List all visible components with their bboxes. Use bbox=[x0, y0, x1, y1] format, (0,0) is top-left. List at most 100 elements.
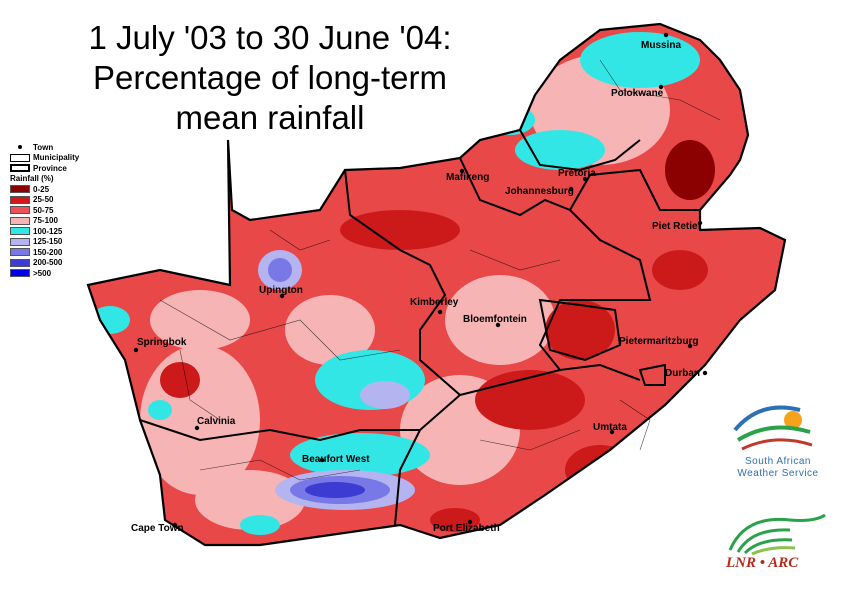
svg-text:Calvinia: Calvinia bbox=[197, 416, 236, 427]
saws-line-2: Weather Service bbox=[737, 468, 819, 479]
legend-swatch bbox=[10, 269, 30, 278]
title-line-2: Percentage of long-term bbox=[92, 59, 448, 96]
area-25-50-northern-cape bbox=[340, 210, 460, 250]
municipality-line-5 bbox=[479, 429, 581, 451]
border-lesotho bbox=[538, 298, 622, 362]
border-mpumalanga bbox=[569, 168, 700, 211]
border-swaziland bbox=[638, 363, 666, 386]
town-polokwane: Polokwane bbox=[611, 84, 664, 99]
legend-class-2: 50-75 bbox=[10, 205, 79, 216]
town-pretoria: Pretoria bbox=[558, 168, 596, 182]
svg-text:Pretoria: Pretoria bbox=[558, 168, 596, 179]
legend-class-label: 150-200 bbox=[33, 247, 63, 257]
legend-class-8: >500 bbox=[10, 268, 79, 279]
legend-municipality: Municipality bbox=[10, 153, 79, 164]
arc-logo bbox=[728, 513, 826, 556]
legend-class-label: 100-125 bbox=[33, 226, 63, 236]
svg-text:Johannesburg: Johannesburg bbox=[505, 186, 574, 197]
town-calvinia: Calvinia bbox=[194, 416, 236, 431]
municipality-line-2 bbox=[199, 459, 361, 481]
area-75-100-free-state bbox=[445, 275, 555, 365]
area-100-125-gauteng bbox=[515, 130, 605, 170]
legend-swatch bbox=[10, 206, 30, 215]
legend-province-label: Province bbox=[33, 163, 67, 173]
area-125-150-karoo bbox=[360, 381, 410, 409]
country-border bbox=[86, 22, 787, 547]
arc-leaf-arc-4-icon bbox=[751, 546, 796, 556]
title-line-3: mean rainfall bbox=[175, 99, 365, 136]
legend-swatch bbox=[10, 237, 30, 246]
legend-class-label: 0-25 bbox=[33, 184, 50, 194]
area-75-100-karoo bbox=[285, 295, 375, 365]
municipality-borders bbox=[159, 59, 721, 481]
arc-logo-text: LNR • ARC bbox=[726, 555, 799, 571]
legend-swatch bbox=[10, 185, 30, 194]
svg-text:Port Elizabeth: Port Elizabeth bbox=[433, 523, 500, 534]
svg-text:Polokwane: Polokwane bbox=[611, 88, 664, 99]
border-limpopo-gauteng bbox=[518, 94, 641, 172]
town-umtata: Umtata bbox=[593, 422, 627, 435]
title-line-1: 1 July '03 to 30 June '04: bbox=[88, 19, 452, 56]
svg-text:Piet Retief: Piet Retief bbox=[652, 221, 702, 232]
town-port-elizabeth: Port Elizabeth bbox=[433, 519, 500, 534]
town-piet-retief: Piet Retief bbox=[652, 220, 703, 232]
legend-swatch bbox=[10, 258, 30, 267]
saws-line-1: South African bbox=[745, 456, 811, 467]
svg-text:Mussina: Mussina bbox=[641, 40, 681, 51]
svg-text:Cape Town: Cape Town bbox=[131, 523, 184, 534]
area-25-50-eastern-cape bbox=[475, 370, 585, 430]
arc-leaf-arc-2-icon bbox=[736, 528, 791, 553]
legend-swatch bbox=[10, 216, 30, 225]
saws-arc-blue-icon bbox=[733, 405, 801, 432]
province-borders bbox=[139, 94, 700, 526]
arc-leaf-arc-3-icon bbox=[743, 538, 793, 555]
map-title: 1 July '03 to 30 June '04: Percentage of… bbox=[60, 18, 480, 138]
area-75-100-namaqua bbox=[150, 290, 250, 350]
border-freestate-eastern-cape bbox=[459, 369, 561, 396]
legend-town-label: Town bbox=[33, 142, 54, 152]
town-beaufort-west: Beaufort West bbox=[302, 454, 370, 465]
saws-sun-icon bbox=[784, 411, 802, 429]
border-western-eastern-cape bbox=[394, 429, 421, 526]
area-100-125-northwest bbox=[485, 105, 535, 135]
legend-class-label: >500 bbox=[33, 268, 52, 278]
border-freestate-kzn bbox=[538, 209, 652, 381]
legend-class-5: 125-150 bbox=[10, 237, 79, 248]
svg-text:Bloemfontein: Bloemfontein bbox=[463, 314, 527, 325]
arc-leaf-arc-1-icon bbox=[728, 513, 826, 551]
towns: Mussina Polokwane Mafikeng Pretoria Joha… bbox=[131, 32, 708, 534]
svg-text:Pietermaritzburg: Pietermaritzburg bbox=[619, 336, 698, 347]
town-bloemfontein: Bloemfontein bbox=[463, 314, 527, 328]
town-kimberley: Kimberley bbox=[410, 297, 459, 315]
legend-class-1: 25-50 bbox=[10, 195, 79, 206]
town-mafikeng: Mafikeng bbox=[446, 168, 489, 183]
legend-rainfall-header: Rainfall (%) bbox=[10, 174, 79, 185]
municipality-line-8 bbox=[619, 399, 651, 451]
area-25-50-west bbox=[160, 362, 200, 398]
municipality-line-1 bbox=[159, 299, 401, 361]
municipality-line-3 bbox=[469, 249, 561, 271]
area-200-500-south bbox=[305, 482, 365, 498]
rainfall-surface bbox=[88, 24, 785, 545]
saws-logo bbox=[733, 405, 813, 451]
legend-province: Province bbox=[10, 163, 79, 174]
area-100-125-beaufort bbox=[290, 433, 430, 477]
area-100-125-cape bbox=[240, 515, 280, 535]
area-25-50-port-elizabeth bbox=[430, 508, 480, 532]
town-musina: Mussina bbox=[641, 32, 681, 51]
legend-municipality-label: Municipality bbox=[33, 153, 80, 163]
town-durban: Durban bbox=[665, 368, 708, 379]
legend-swatch bbox=[10, 248, 30, 257]
area-150-200-upington bbox=[268, 258, 292, 282]
svg-text:Beaufort West: Beaufort West bbox=[302, 454, 370, 465]
municipality-line-7 bbox=[179, 349, 221, 421]
border-northwest-freestate bbox=[459, 157, 571, 217]
legend-rainfall-header-label: Rainfall (%) bbox=[10, 174, 54, 184]
legend-swatch bbox=[10, 195, 30, 204]
town-springbok: Springbok bbox=[133, 337, 187, 353]
area-100-125-calvinia bbox=[148, 400, 172, 420]
area-25-50-transkei bbox=[565, 445, 635, 495]
legend-class-label: 125-150 bbox=[33, 237, 63, 247]
svg-text:Upington: Upington bbox=[259, 285, 303, 296]
